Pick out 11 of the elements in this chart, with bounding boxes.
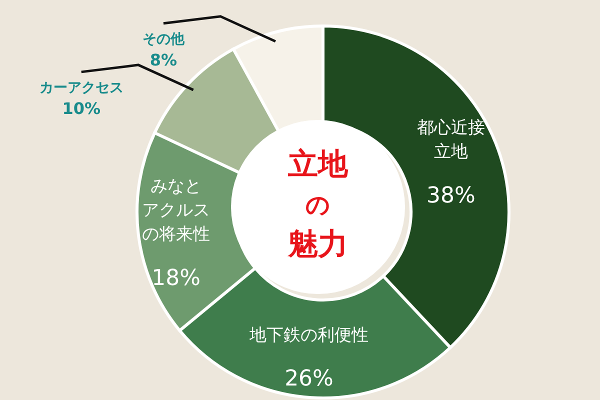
- data-label: 18%: [152, 266, 201, 291]
- data-label: 38%: [426, 183, 476, 208]
- slice-label: みなとアクルスの将来性: [142, 176, 210, 245]
- data-label: 8%: [150, 50, 178, 70]
- data-label: 10%: [62, 98, 100, 118]
- slice-label: 都心近接立地: [416, 118, 485, 162]
- text: 立地の魅力: [286, 146, 350, 264]
- slice-label: カーアクセス: [39, 80, 124, 96]
- slice-label: その他: [142, 31, 186, 48]
- data-label: 26%: [284, 366, 334, 392]
- slice-label: 地下鉄の利便性: [248, 325, 369, 346]
